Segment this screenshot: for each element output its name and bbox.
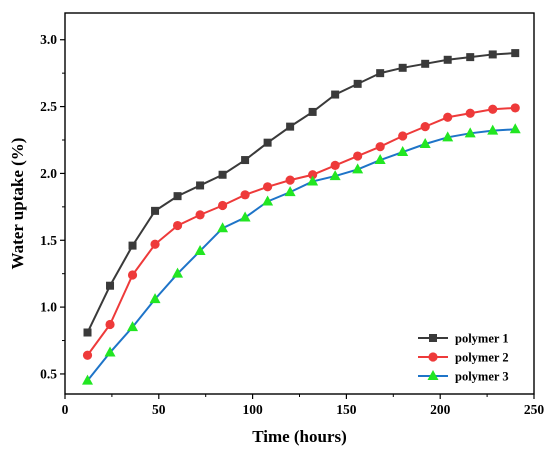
data-point (488, 104, 498, 114)
legend-label: polymer 1 (455, 332, 509, 346)
data-point (308, 107, 317, 116)
data-point (376, 69, 385, 78)
data-point (127, 321, 139, 332)
legend-marker (427, 370, 439, 380)
x-tick-label: 200 (430, 402, 451, 417)
data-series (82, 49, 521, 385)
data-point (487, 124, 499, 135)
data-point (218, 170, 227, 179)
data-point (308, 170, 318, 180)
x-tick-label: 150 (336, 402, 357, 417)
data-point (352, 163, 364, 174)
series-line (86, 106, 516, 356)
series-1 (83, 49, 520, 337)
data-point (420, 122, 430, 132)
x-axis-label: Time (hours) (252, 427, 347, 446)
data-point (353, 79, 362, 88)
x-tick-label: 100 (242, 402, 263, 417)
data-point (443, 55, 452, 64)
data-point (285, 175, 295, 185)
legend-label: polymer 3 (455, 370, 509, 384)
data-point (331, 90, 340, 99)
series-line (86, 52, 516, 333)
data-point (353, 151, 363, 161)
x-tick-label: 0 (62, 402, 69, 417)
data-point (82, 374, 94, 385)
data-point (263, 138, 272, 147)
data-point (82, 350, 93, 360)
y-tick-label: 2.5 (40, 99, 57, 114)
data-point (398, 131, 408, 141)
series-line (86, 128, 516, 382)
axis-ticks: 0 50 100 150 200 250 0.5 1.0 1.5 2.0 2.5 3.0 (40, 32, 544, 417)
data-point (397, 146, 409, 157)
data-point (443, 112, 453, 122)
data-point (375, 142, 385, 152)
x-tick-label: 250 (524, 402, 545, 417)
legend-marker (428, 352, 438, 362)
legend-entry: polymer 2 (418, 351, 509, 365)
data-point (106, 281, 115, 290)
data-point (488, 50, 497, 59)
data-point (104, 346, 116, 357)
data-point (509, 123, 521, 134)
legend: polymer 1 polymer 2 polymer 3 (418, 332, 509, 384)
data-point (464, 127, 476, 138)
data-point (330, 160, 340, 170)
data-point (374, 154, 386, 165)
y-tick-label: 1.5 (40, 233, 57, 248)
data-point (173, 192, 182, 201)
data-point (466, 53, 475, 62)
data-point (284, 186, 296, 197)
data-point (127, 270, 138, 280)
x-tick-label: 50 (152, 402, 166, 417)
data-point (442, 131, 454, 142)
data-point (217, 200, 228, 211)
data-point (172, 220, 183, 231)
data-point (240, 190, 250, 200)
legend-entry: polymer 3 (418, 370, 509, 384)
data-point (511, 49, 520, 58)
data-point (421, 59, 430, 68)
y-tick-label: 2.0 (40, 166, 57, 181)
data-point (151, 206, 160, 215)
data-point (241, 156, 250, 165)
series-2 (82, 103, 520, 360)
legend-marker (429, 334, 437, 342)
legend-entry: polymer 1 (418, 332, 509, 346)
legend-label: polymer 2 (455, 351, 509, 365)
data-point (195, 210, 205, 220)
data-point (128, 241, 137, 250)
y-tick-label: 3.0 (40, 32, 57, 47)
data-point (194, 244, 206, 255)
data-point (510, 103, 520, 113)
data-point (196, 181, 205, 190)
data-point (83, 328, 92, 337)
data-point (149, 293, 161, 304)
data-point (398, 63, 407, 72)
y-tick-label: 0.5 (40, 366, 57, 381)
y-axis-label: Water uptake (%) (8, 138, 27, 270)
data-point (105, 319, 115, 330)
data-point (419, 138, 431, 149)
data-point (172, 267, 184, 278)
data-point (286, 122, 295, 131)
data-point (217, 222, 229, 233)
series-3 (82, 123, 521, 385)
data-point (239, 211, 251, 222)
data-point (150, 239, 160, 249)
data-point (262, 195, 274, 206)
data-point (263, 182, 273, 192)
data-point (465, 108, 475, 118)
y-tick-label: 1.0 (40, 300, 57, 315)
data-point (307, 175, 319, 186)
data-point (329, 170, 341, 181)
